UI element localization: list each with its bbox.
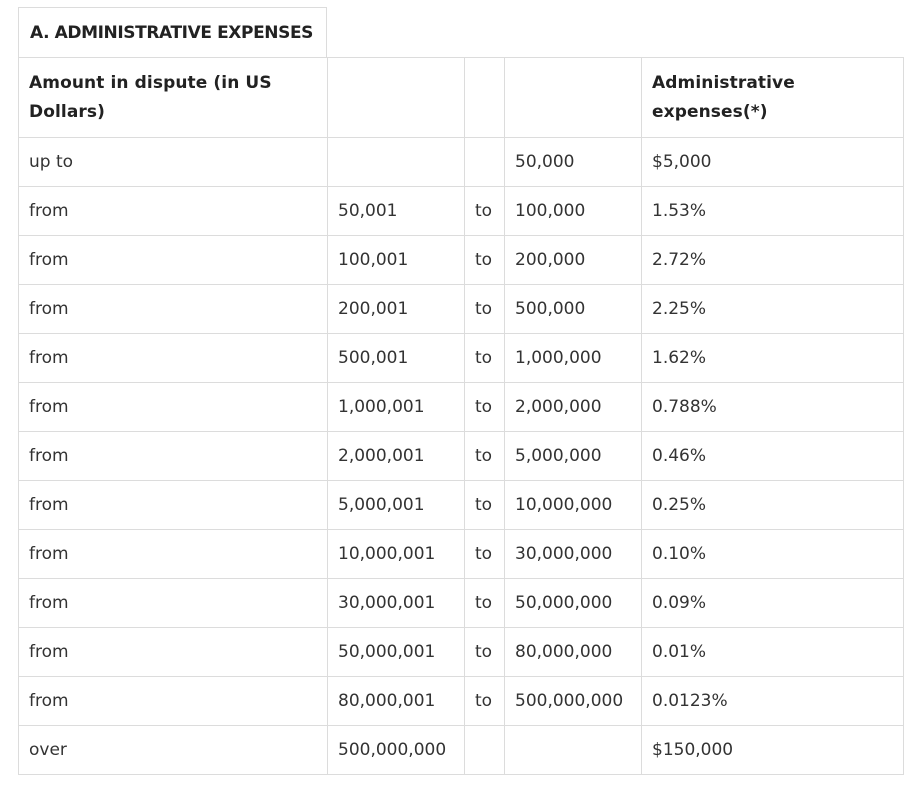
expense-value-cell: $5,000 — [641, 137, 904, 187]
expense-value-cell: 0.01% — [641, 627, 904, 677]
range-qualifier-cell: from — [18, 676, 328, 726]
expense-value-cell: 1.62% — [641, 333, 904, 383]
expense-value-cell: 0.25% — [641, 480, 904, 530]
table-row: from 80,000,001 to 500,000,000 0.0123% — [18, 676, 904, 726]
range-qualifier-cell: from — [18, 235, 328, 285]
range-separator-cell: to — [464, 284, 505, 334]
range-upper-bound-cell: 2,000,000 — [504, 382, 642, 432]
table-header-row: Amount in dispute (in US Dollars) Admini… — [18, 57, 904, 138]
range-separator-cell — [464, 137, 505, 187]
table-body: up to 50,000 $5,000 from 50,001 to 100,000 1.53… — [18, 137, 904, 775]
table-row: from 50,000,001 to 80,000,000 0.01% — [18, 627, 904, 677]
range-separator-cell: to — [464, 627, 505, 677]
expense-value-cell: 0.09% — [641, 578, 904, 628]
range-upper-bound-cell: 100,000 — [504, 186, 642, 236]
range-lower-bound-cell: 80,000,001 — [327, 676, 465, 726]
header-amount-in-dispute: Amount in dispute (in US Dollars) — [18, 57, 328, 138]
expense-value-cell: $150,000 — [641, 725, 904, 775]
range-upper-bound-cell: 50,000,000 — [504, 578, 642, 628]
range-upper-bound-cell: 1,000,000 — [504, 333, 642, 383]
range-qualifier-cell: from — [18, 627, 328, 677]
range-upper-bound-cell: 30,000,000 — [504, 529, 642, 579]
expense-value-cell: 0.0123% — [641, 676, 904, 726]
expense-value-cell: 0.788% — [641, 382, 904, 432]
range-separator-cell: to — [464, 578, 505, 628]
range-lower-bound-cell: 100,001 — [327, 235, 465, 285]
range-qualifier-cell: up to — [18, 137, 328, 187]
range-lower-bound-cell: 50,001 — [327, 186, 465, 236]
range-upper-bound-cell: 500,000 — [504, 284, 642, 334]
range-upper-bound-cell — [504, 725, 642, 775]
range-upper-bound-cell: 500,000,000 — [504, 676, 642, 726]
range-lower-bound-cell: 30,000,001 — [327, 578, 465, 628]
range-lower-bound-cell: 5,000,001 — [327, 480, 465, 530]
range-qualifier-cell: from — [18, 480, 328, 530]
range-qualifier-cell: over — [18, 725, 328, 775]
expense-value-cell: 0.46% — [641, 431, 904, 481]
range-upper-bound-cell: 50,000 — [504, 137, 642, 187]
table-row: from 50,001 to 100,000 1.53% — [18, 186, 904, 236]
range-lower-bound-cell — [327, 137, 465, 187]
range-separator-cell: to — [464, 235, 505, 285]
expense-value-cell: 1.53% — [641, 186, 904, 236]
table-row: from 1,000,001 to 2,000,000 0.788% — [18, 382, 904, 432]
range-upper-bound-cell: 200,000 — [504, 235, 642, 285]
range-separator-cell: to — [464, 186, 505, 236]
range-lower-bound-cell: 500,001 — [327, 333, 465, 383]
expense-value-cell: 2.72% — [641, 235, 904, 285]
range-upper-bound-cell: 80,000,000 — [504, 627, 642, 677]
range-lower-bound-cell: 1,000,001 — [327, 382, 465, 432]
range-qualifier-cell: from — [18, 529, 328, 579]
range-separator-cell: to — [464, 431, 505, 481]
expense-value-cell: 2.25% — [641, 284, 904, 334]
range-qualifier-cell: from — [18, 284, 328, 334]
table-row: from 30,000,001 to 50,000,000 0.09% — [18, 578, 904, 628]
range-lower-bound-cell: 200,001 — [327, 284, 465, 334]
table-row: from 500,001 to 1,000,000 1.62% — [18, 333, 904, 383]
header-empty — [464, 57, 505, 138]
range-lower-bound-cell: 2,000,001 — [327, 431, 465, 481]
header-empty — [327, 57, 465, 138]
table-row: over 500,000,000 $150,000 — [18, 725, 904, 775]
range-qualifier-cell: from — [18, 431, 328, 481]
range-qualifier-cell: from — [18, 186, 328, 236]
table-row: from 5,000,001 to 10,000,000 0.25% — [18, 480, 904, 530]
table-row: from 200,001 to 500,000 2.25% — [18, 284, 904, 334]
range-lower-bound-cell: 50,000,001 — [327, 627, 465, 677]
range-qualifier-cell: from — [18, 333, 328, 383]
expense-value-cell: 0.10% — [641, 529, 904, 579]
header-administrative-expenses: Administrative expenses(*) — [641, 57, 904, 138]
table-row: from 2,000,001 to 5,000,000 0.46% — [18, 431, 904, 481]
administrative-expenses-table: Amount in dispute (in US Dollars) Admini… — [18, 57, 904, 775]
range-qualifier-cell: from — [18, 382, 328, 432]
table-row: from 10,000,001 to 30,000,000 0.10% — [18, 529, 904, 579]
range-separator-cell — [464, 725, 505, 775]
range-separator-cell: to — [464, 676, 505, 726]
range-lower-bound-cell: 500,000,000 — [327, 725, 465, 775]
table-row: from 100,001 to 200,000 2.72% — [18, 235, 904, 285]
range-lower-bound-cell: 10,000,001 — [327, 529, 465, 579]
range-separator-cell: to — [464, 333, 505, 383]
table-row: up to 50,000 $5,000 — [18, 137, 904, 187]
range-separator-cell: to — [464, 382, 505, 432]
range-qualifier-cell: from — [18, 578, 328, 628]
range-separator-cell: to — [464, 529, 505, 579]
header-empty — [504, 57, 642, 138]
range-upper-bound-cell: 5,000,000 — [504, 431, 642, 481]
range-upper-bound-cell: 10,000,000 — [504, 480, 642, 530]
range-separator-cell: to — [464, 480, 505, 530]
section-title: A. ADMINISTRATIVE EXPENSES — [18, 7, 327, 58]
